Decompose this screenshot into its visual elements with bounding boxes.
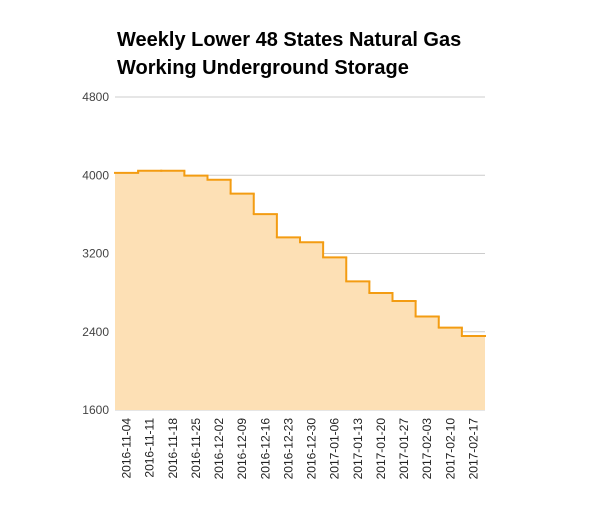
x-tick-label: 2017-02-10 xyxy=(443,418,457,480)
x-tick-label: 2016-12-30 xyxy=(305,418,319,480)
y-tick-label: 1600 xyxy=(82,403,109,417)
x-tick-label: 2016-12-09 xyxy=(235,418,249,480)
x-tick-label: 2017-01-20 xyxy=(374,418,388,480)
x-tick-label: 2016-12-23 xyxy=(281,418,295,480)
x-tick-label: 2016-12-02 xyxy=(212,418,226,480)
x-axis-ticks: 2016-11-04 2016-11-11 2016-11-18 2016-11-25… xyxy=(120,418,481,480)
x-tick-label: 2017-02-17 xyxy=(466,418,480,480)
x-tick-label: 2017-01-27 xyxy=(397,418,411,480)
x-tick-label: 2017-01-13 xyxy=(351,418,365,480)
chart-title-line-2: Working Underground Storage xyxy=(117,57,409,79)
x-tick-label: 2016-12-16 xyxy=(258,418,272,480)
x-tick-label: 2016-11-11 xyxy=(143,418,157,478)
x-tick-label: 2016-11-25 xyxy=(189,418,203,479)
x-tick-label: 2016-11-04 xyxy=(120,418,134,479)
chart-title-line-1: Weekly Lower 48 States Natural Gas xyxy=(117,29,462,51)
x-tick-label: 2017-01-06 xyxy=(328,418,342,480)
y-tick-label: 4000 xyxy=(82,168,109,182)
storage-step-line xyxy=(114,169,486,338)
y-tick-label: 3200 xyxy=(82,247,109,261)
y-axis-ticks: 1600 2400 3200 4000 4800 xyxy=(82,90,109,417)
x-tick-label: 2017-02-03 xyxy=(420,418,434,480)
x-tick-label: 2016-11-18 xyxy=(166,418,180,479)
y-tick-label: 2400 xyxy=(82,325,109,339)
storage-area-fill xyxy=(115,170,485,410)
y-tick-label: 4800 xyxy=(82,90,109,104)
chart-title: Weekly Lower 48 States Natural Gas Worki… xyxy=(117,26,587,82)
